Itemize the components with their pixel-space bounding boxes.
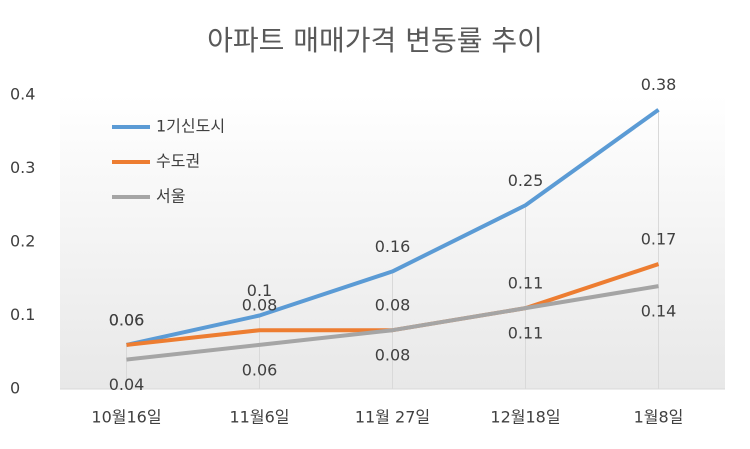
data-label: 0.38 xyxy=(641,75,677,94)
y-tick-label: 0.1 xyxy=(10,305,35,324)
data-label: 0.25 xyxy=(508,171,544,190)
data-label: 0.11 xyxy=(508,324,544,343)
data-label: 0.06 xyxy=(109,310,145,329)
legend-label: 수도권 xyxy=(156,152,200,171)
x-tick-label: 11월 27일 xyxy=(355,408,430,427)
series-line xyxy=(126,108,660,347)
x-tick-label: 10월16일 xyxy=(91,408,161,427)
chart-title: 아파트 매매가격 변동률 추이 xyxy=(207,24,543,57)
data-label: 0.1 xyxy=(247,281,272,300)
x-tick-label: 1월8일 xyxy=(634,408,684,427)
x-tick-label: 11월6일 xyxy=(230,408,290,427)
data-label: 0.04 xyxy=(109,375,145,394)
data-label: 0.14 xyxy=(641,302,677,321)
legend-label: 서울 xyxy=(156,187,185,206)
x-tick-label: 12월18일 xyxy=(490,408,560,427)
data-label: 0.08 xyxy=(242,296,278,315)
y-tick-label: 0 xyxy=(10,379,20,398)
y-tick-label: 0.3 xyxy=(10,158,35,177)
y-tick-label: 0.4 xyxy=(10,85,35,104)
data-label: 0.06 xyxy=(109,310,145,329)
data-label: 0.08 xyxy=(375,296,411,315)
y-tick-label: 0.2 xyxy=(10,232,35,251)
legend-label: 1기신도시 xyxy=(156,117,225,136)
data-label: 0.08 xyxy=(375,346,411,365)
data-label: 0.06 xyxy=(242,360,278,379)
data-label: 0.11 xyxy=(508,274,544,293)
data-label: 0.16 xyxy=(375,237,411,256)
data-label: 0.17 xyxy=(641,230,677,249)
series-line xyxy=(126,284,659,362)
